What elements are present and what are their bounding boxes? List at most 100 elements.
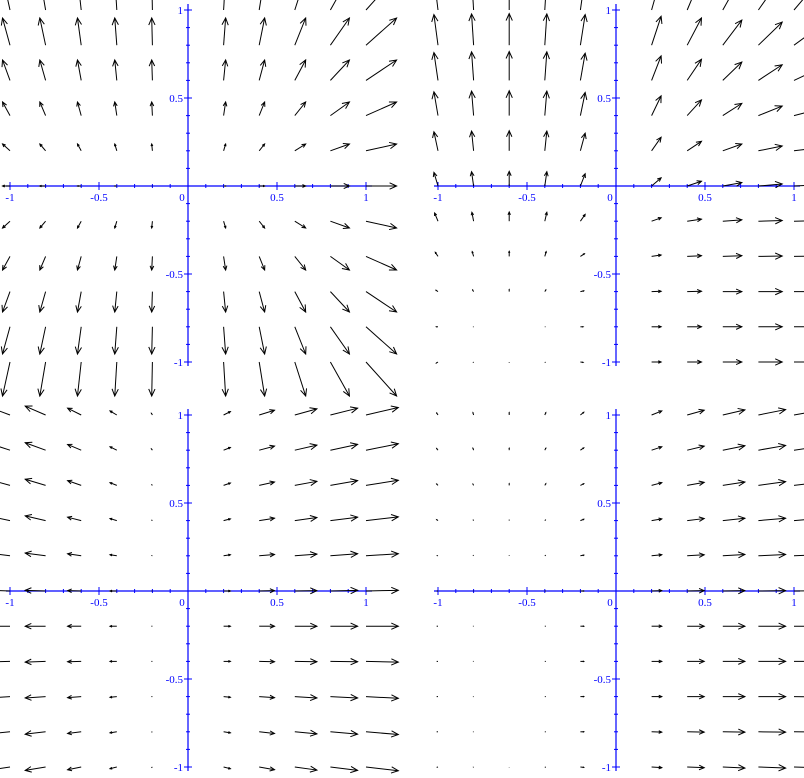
field-arrow — [3, 185, 10, 187]
x-tick-label: -1 — [5, 597, 14, 609]
field-arrow — [366, 406, 398, 415]
field-arrow — [1, 327, 10, 354]
field-arrow — [114, 144, 116, 151]
field-arrow — [758, 729, 785, 735]
field-arrow — [295, 256, 306, 270]
field-arrow — [687, 445, 704, 450]
y-tick-label: 1 — [606, 410, 612, 422]
field-arrow — [652, 178, 662, 186]
field-arrow — [545, 520, 546, 521]
field-arrow — [652, 56, 662, 80]
field-arrow — [224, 186, 226, 187]
field-arrow — [259, 0, 266, 10]
field-arrow — [433, 172, 438, 186]
field-arrow — [366, 102, 397, 116]
field-arrow — [110, 625, 117, 627]
field-arrow — [652, 695, 662, 698]
vector-field-panel-3: -1 -0.5 0 0.5 1-1-0.50.51 — [0, 405, 376, 777]
field-arrow — [259, 731, 274, 735]
field-arrow — [0, 441, 10, 451]
field-arrow — [1, 18, 10, 45]
field-arrow — [723, 729, 745, 735]
field-arrow — [580, 0, 587, 10]
x-tick-label: 0.5 — [698, 192, 712, 204]
field-arrow — [432, 53, 438, 81]
field-arrow — [723, 552, 745, 558]
field-arrow — [3, 221, 10, 228]
field-arrow — [723, 253, 742, 258]
field-arrow — [794, 67, 804, 81]
field-arrow — [366, 18, 397, 45]
field-arrow — [366, 292, 397, 312]
field-arrow — [652, 218, 662, 222]
field-arrow — [0, 623, 10, 629]
field-arrow — [295, 659, 317, 665]
field-arrow — [794, 588, 804, 594]
field-arrow — [366, 623, 398, 629]
field-arrow — [150, 256, 154, 270]
field-arrow — [758, 516, 785, 522]
field-arrow — [652, 625, 662, 628]
field-arrow — [366, 60, 397, 80]
field-arrow — [794, 288, 804, 294]
field-arrow — [25, 623, 45, 629]
field-arrow — [259, 362, 266, 396]
field-arrow — [543, 0, 549, 10]
field-arrow — [0, 404, 10, 415]
field-arrow — [509, 413, 510, 415]
field-arrow — [723, 516, 745, 522]
x-tick-label: 0 — [607, 597, 613, 609]
field-arrow — [794, 324, 804, 330]
field-arrow — [110, 660, 117, 662]
field-arrow — [545, 555, 546, 556]
field-arrow — [687, 325, 701, 329]
field-arrow — [506, 14, 512, 46]
field-arrow — [259, 256, 265, 270]
field-arrow — [25, 406, 45, 415]
field-arrow — [794, 694, 804, 700]
field-arrow — [0, 767, 10, 773]
field-arrow — [112, 362, 118, 396]
field-arrow — [38, 0, 46, 10]
field-arrow — [0, 513, 10, 520]
field-arrow — [366, 327, 397, 354]
field-arrow — [580, 731, 583, 732]
field-arrow — [68, 444, 82, 450]
field-arrow — [295, 552, 317, 558]
field-arrow — [259, 410, 274, 415]
field-arrow — [68, 480, 82, 485]
field-arrow — [469, 14, 475, 45]
field-arrow — [758, 106, 782, 116]
field-arrow — [758, 765, 785, 771]
field-arrow — [223, 256, 227, 270]
field-arrow — [473, 448, 474, 450]
field-arrow — [687, 694, 704, 699]
field-arrow — [794, 218, 804, 224]
field-arrow — [0, 659, 10, 665]
field-arrow — [794, 24, 804, 45]
x-tick-label: 0 — [607, 192, 613, 204]
field-arrow — [687, 659, 704, 664]
field-arrow — [77, 185, 81, 186]
field-arrow — [794, 765, 804, 771]
field-arrow — [110, 590, 117, 592]
field-arrow — [330, 292, 349, 312]
field-arrow — [295, 766, 317, 772]
y-tick-label: 1 — [178, 410, 184, 422]
field-arrow — [758, 0, 782, 10]
field-arrow — [330, 587, 357, 593]
field-arrow — [758, 658, 785, 664]
field-arrow — [110, 696, 117, 698]
field-arrow — [544, 131, 549, 151]
field-arrow — [652, 16, 662, 45]
field-arrow — [652, 554, 662, 557]
field-arrow — [77, 256, 81, 270]
field-arrow — [259, 589, 274, 593]
field-arrow — [580, 591, 583, 592]
field-arrow — [652, 446, 662, 450]
field-arrow — [68, 516, 82, 520]
field-arrow — [295, 292, 306, 312]
field-arrow — [224, 144, 226, 151]
field-arrow — [473, 290, 474, 292]
field-arrow — [151, 413, 152, 415]
